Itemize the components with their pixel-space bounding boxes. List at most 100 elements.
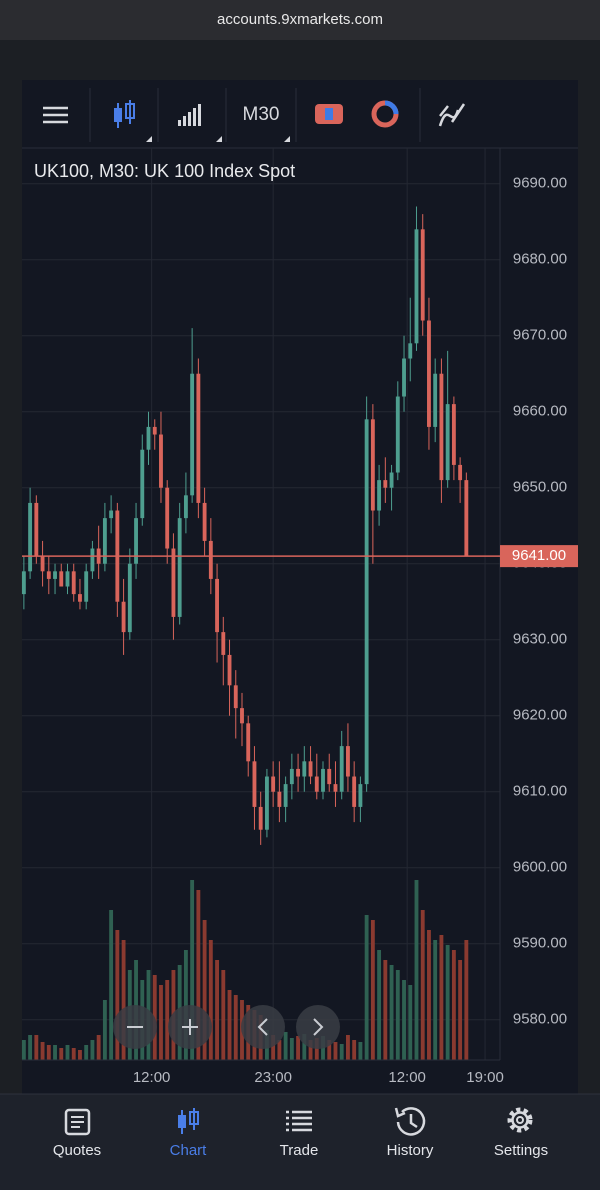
candle-body [40, 556, 45, 572]
volume-bar [46, 1045, 51, 1060]
volume-bar [439, 935, 444, 1060]
scroll-right[interactable] [296, 1005, 340, 1049]
candle-body [296, 768, 301, 777]
candle-body [395, 396, 400, 473]
candle-body [215, 578, 219, 633]
candle-body [370, 419, 375, 511]
candle-type-icon[interactable] [114, 100, 152, 142]
candle-body [458, 464, 463, 481]
volume-bar [202, 920, 207, 1060]
y-tick-label: 9630.00 [513, 631, 567, 648]
volume-bar [271, 1035, 276, 1060]
volume-bar [377, 950, 382, 1060]
candle-body [59, 571, 64, 587]
candle-body [451, 404, 456, 465]
candle-body [221, 632, 226, 655]
candle-body [427, 320, 431, 427]
candle-body [246, 723, 251, 762]
trade-icon [286, 1110, 312, 1132]
candle-body [420, 229, 425, 321]
candle-body [383, 480, 388, 488]
candle-body [321, 768, 325, 792]
last-price-tag [500, 545, 578, 568]
volume-bar [433, 940, 438, 1060]
volume-bar [402, 980, 406, 1060]
indicators-icon[interactable] [178, 104, 222, 142]
candle-body [277, 791, 282, 807]
volume-bar [451, 950, 456, 1060]
candle-body [389, 472, 394, 488]
volume-bar [53, 1045, 57, 1060]
candle-body [314, 776, 319, 792]
candle-body [65, 571, 70, 587]
url-bar [0, 0, 600, 40]
scroll-left[interactable] [241, 1005, 285, 1049]
candle-body [233, 685, 238, 709]
chart-title: UK100, M30: UK 100 Index Spot [34, 161, 295, 181]
candle-body [364, 419, 369, 785]
candle-body [28, 502, 33, 572]
nav-label[interactable]: History [387, 1142, 434, 1159]
url[interactable]: accounts.9xmarkets.com [217, 11, 383, 28]
y-tick-label: 9650.00 [513, 479, 567, 496]
volume-bar [109, 910, 114, 1060]
candle-body [258, 806, 263, 830]
candle-body [134, 518, 138, 564]
nav-icons [64, 1107, 533, 1136]
candle-body [308, 761, 313, 777]
y-tick-label: 9600.00 [513, 859, 567, 876]
candle-body [190, 373, 195, 496]
y-tick-label: 9670.00 [513, 327, 567, 344]
nav-label[interactable]: Quotes [53, 1142, 101, 1159]
volume-bar [458, 960, 463, 1060]
volume-bar [71, 1048, 76, 1060]
compare-icon[interactable] [315, 104, 343, 124]
volume-bar [59, 1048, 64, 1060]
volume-bar [308, 1040, 313, 1060]
last-price-label: 9641.00 [512, 547, 566, 564]
candle-body [433, 373, 438, 427]
candle-body [283, 784, 288, 807]
candle-body [34, 502, 39, 557]
volume-bar [420, 910, 425, 1060]
volume-bar [221, 970, 226, 1060]
drawing-icon[interactable] [438, 103, 466, 127]
menu-icon[interactable] [43, 106, 68, 124]
candle-body [289, 768, 294, 785]
volume-bar [121, 940, 126, 1060]
candle-body [464, 480, 469, 557]
candle-body [71, 571, 76, 595]
candle-body [377, 480, 382, 511]
timeframe[interactable]: M30 [243, 104, 280, 125]
y-tick-label: 9590.00 [513, 935, 567, 952]
nav-label[interactable]: Settings [494, 1142, 548, 1159]
volume-bar [364, 915, 369, 1060]
candle-body [159, 434, 163, 488]
candle-body [339, 746, 344, 792]
volume-bar [277, 1040, 282, 1060]
volume-bar [190, 880, 195, 1060]
candle-body [352, 776, 357, 807]
volume-bar [159, 985, 163, 1060]
candle-body [121, 601, 126, 633]
candle-body [152, 426, 157, 435]
nav-label[interactable]: Trade [280, 1142, 319, 1159]
volume-bar [40, 1042, 45, 1060]
volume-bar [283, 1032, 288, 1060]
volume-bar [339, 1044, 344, 1060]
candle-body [196, 373, 201, 503]
volume-bar [383, 960, 388, 1060]
candle-body [346, 746, 350, 777]
nav-label[interactable]: Chart [170, 1142, 208, 1159]
candle-body [165, 487, 170, 549]
candle-body [414, 229, 419, 344]
volume-bar [78, 1050, 82, 1060]
quotes-icon [64, 1108, 91, 1136]
candle-body [264, 776, 269, 830]
volume-bar [358, 1042, 363, 1060]
volume-bar [346, 1035, 350, 1060]
history-icon [394, 1107, 426, 1136]
candle-body [252, 761, 257, 807]
clock-icon[interactable] [371, 100, 399, 128]
